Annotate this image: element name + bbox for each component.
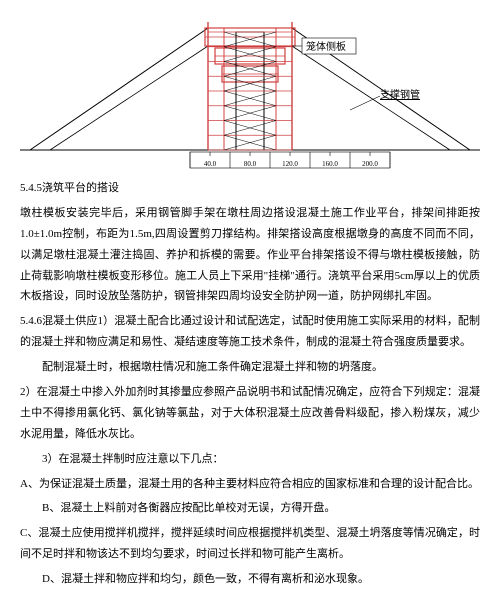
para-B: B、混凝土上料前对各衡器应按配比单校对无误，方得开盘。 bbox=[20, 498, 480, 519]
p1-d: 1.5m, bbox=[130, 228, 155, 240]
formwork-diagram: 笼体侧板支撑钢管 40.0 80.0 120.0 160.0 200.0 bbox=[20, 20, 480, 170]
para-A: A、为保证混凝土质量，混凝土用的各种主要材料应符合相应的国家标准和合理的设计配合… bbox=[20, 474, 480, 495]
diagram-svg: 笼体侧板支撑钢管 40.0 80.0 120.0 160.0 200.0 bbox=[20, 20, 480, 170]
para-546-3: 2）在混凝土中掺入外加剂时其掺量应参照产品说明书和试配情况确定，应符合下列规定：… bbox=[20, 382, 480, 445]
heading-546-1: 5.4.6混凝土供应1）混凝土配合比通过设计和试配选定，试配时使用施工实际采用的… bbox=[20, 311, 480, 353]
p1-a: 墩柱模板安装完毕后，采用钢管脚手架在墩柱周边搭设混凝土施工作业平台，排架间排距按 bbox=[20, 207, 480, 219]
svg-text:200.0: 200.0 bbox=[362, 160, 378, 168]
para-D: D、混凝土拌和物应拌和均匀，颜色一致，不得有离析和泌水现象。 bbox=[20, 569, 480, 590]
svg-text:120.0: 120.0 bbox=[282, 160, 298, 168]
para-546-2: 配制混凝土时，根据墩柱情况和施工条件确定混凝土拌和物的坍落度。 bbox=[20, 357, 480, 378]
svg-text:支撑钢管: 支撑钢管 bbox=[380, 88, 420, 101]
svg-text:160.0: 160.0 bbox=[322, 160, 338, 168]
p1-b: 1.0±1.0m bbox=[20, 228, 62, 240]
svg-text:40.0: 40.0 bbox=[204, 160, 217, 168]
heading-545: 5.4.5浇筑平台的搭设 bbox=[20, 178, 480, 199]
para-C: C、混凝土应使用搅拌机搅拌，搅拌延续时间应根据搅拌机类型、混凝土坍落度等情况确定… bbox=[20, 523, 480, 565]
svg-text:笼体侧板: 笼体侧板 bbox=[306, 40, 346, 53]
p1-c: 控制，布距为 bbox=[62, 228, 130, 240]
para-545-body: 墩柱模板安装完毕后，采用钢管脚手架在墩柱周边搭设混凝土施工作业平台，排架间排距按… bbox=[20, 203, 480, 307]
svg-text:80.0: 80.0 bbox=[244, 160, 257, 168]
para-546-4: 3）在混凝土拌制时应注意以下几点： bbox=[20, 449, 480, 470]
